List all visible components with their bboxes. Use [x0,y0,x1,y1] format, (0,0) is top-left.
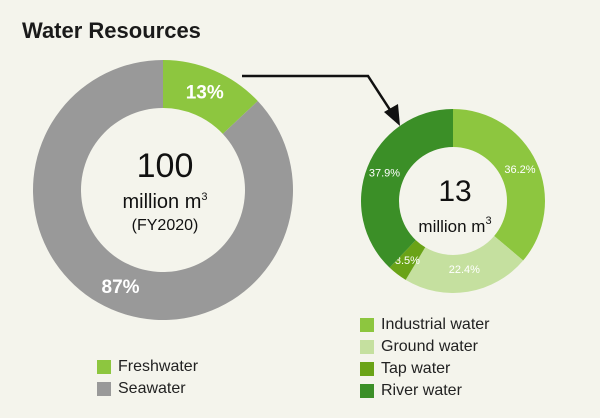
legend-swatch [360,362,374,376]
legend-label: Industrial water [381,316,490,333]
legend-item-ground-water: Ground water [360,336,490,358]
legend-swatch [360,318,374,332]
legend-swatch [360,340,374,354]
legend-item-tap-water: Tap water [360,358,490,380]
donut1-total-value: 100 [136,147,194,185]
legend-label: River water [381,382,462,399]
legend-item-industrial-water: Industrial water [360,314,490,336]
data-label-freshwater: 13% [186,83,224,104]
legend-swatch [360,384,374,398]
donut1-legend: Freshwater Seawater [97,356,198,400]
connector-arrow [242,74,400,126]
chart-title: Water Resources [22,18,201,43]
legend-item-river-water: River water [360,380,490,402]
slice-freshwater [163,60,258,134]
data-label-tap-water: 3.5% [395,255,420,267]
slice-industrial-water [453,109,545,261]
data-label-ground-water: 22.4% [449,264,480,276]
legend-label: Tap water [381,360,451,377]
slice-tap-water [389,240,426,280]
legend-swatch [97,360,111,374]
slice-ground-water [405,235,524,293]
data-label-seawater: 87% [102,277,140,298]
data-label-industrial-water: 36.2% [504,164,535,176]
donut2-center: 13 million m3 [400,176,510,240]
legend-item-seawater: Seawater [97,378,198,400]
slice-seawater [33,60,294,321]
legend-swatch [97,382,111,396]
freshwater-seawater-donut: 13% 87% [33,60,294,321]
donut1-total-unit: million m3 [122,191,208,213]
donut1-fiscal-year: (FY2020) [131,217,199,234]
donut2-total-value: 13 [438,175,472,208]
slice-river-water [361,109,453,268]
legend-item-freshwater: Freshwater [97,356,198,378]
donut2-total-unit: million m3 [418,215,492,236]
legend-label: Ground water [381,338,478,355]
legend-label: Seawater [118,380,186,397]
data-label-river-water: 37.9% [369,168,400,180]
donut1-center: 100 million m3 (FY2020) [105,148,225,237]
donut2-legend: Industrial water Ground water Tap water … [360,314,490,402]
freshwater-breakdown-donut: 36.2% 22.4% 3.5% 37.9% [361,109,545,293]
legend-label: Freshwater [118,358,199,375]
